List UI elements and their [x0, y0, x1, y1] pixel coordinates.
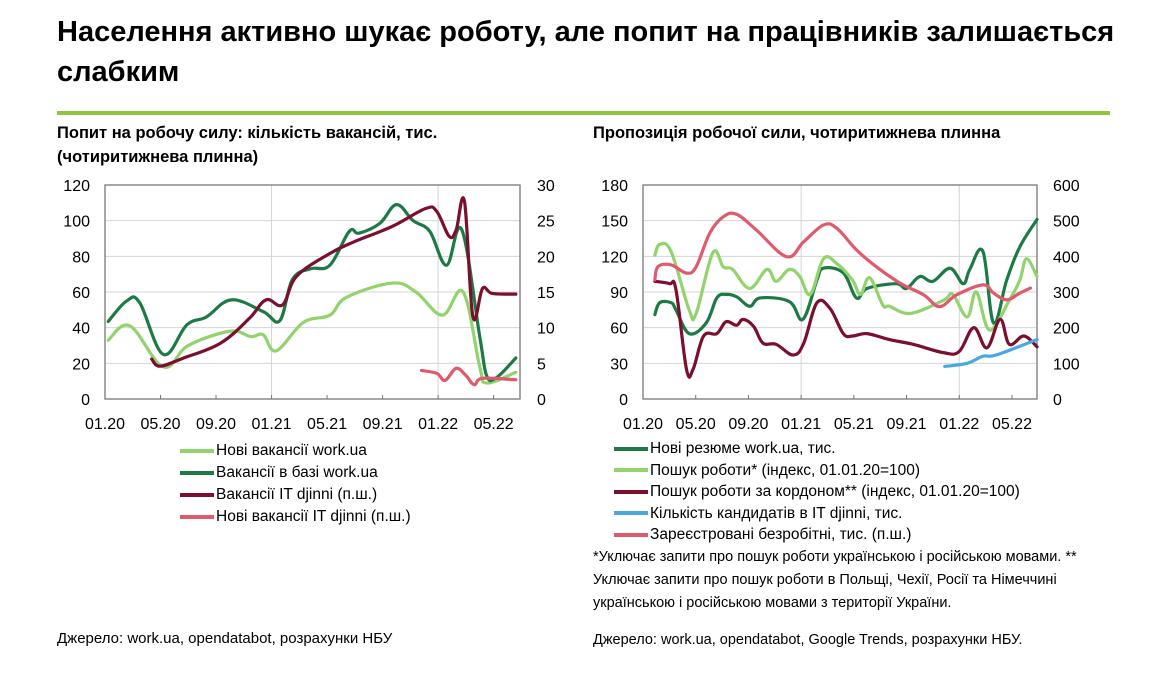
legend-swatch [180, 471, 214, 475]
y-tick-label-right: 200 [1053, 321, 1080, 338]
x-tick-label: 01.22 [418, 416, 458, 433]
legend-item: Вакансії IT djinni (п.ш.) [180, 484, 411, 506]
legend-label: Нові вакансії IT djinni (п.ш.) [216, 508, 411, 525]
source-right: Джерело: work.ua, opendatabot, Google Tr… [593, 632, 1023, 648]
legend-swatch [614, 468, 648, 473]
legend-item: Кількість кандидатів в IT djinni, тис. [614, 503, 1020, 525]
legend-item: Вакансії в базі work.ua [180, 462, 411, 484]
right-chart-title: Пропозиція робочої сили, чотиритижнева п… [593, 124, 1001, 142]
y-tick-label-right: 30 [537, 178, 555, 195]
x-tick-label: 05.20 [676, 416, 716, 433]
series-line-1 [653, 217, 1039, 336]
y-tick-label-right: 300 [1053, 285, 1080, 302]
legend-swatch [180, 515, 214, 519]
legend-label: Вакансії в базі work.ua [216, 464, 378, 481]
y-tick-label-right: 25 [537, 214, 555, 231]
y-tick-label-right: 600 [1053, 178, 1080, 195]
legend-swatch [614, 532, 648, 537]
x-tick-label: 01.21 [252, 416, 292, 433]
y-tick-label-right: 10 [537, 321, 555, 338]
y-tick-label-right: 500 [1053, 214, 1080, 231]
legend-swatch [180, 493, 214, 497]
x-tick-label: 09.21 [887, 416, 927, 433]
y-tick-label-left: 150 [601, 214, 628, 231]
title-divider [57, 111, 1110, 115]
series-line-4 [943, 337, 1039, 369]
legend-label: Пошук роботи за кордоном** (індекс, 01.0… [650, 483, 1020, 500]
y-tick-label-right: 5 [537, 356, 546, 373]
x-tick-label: 05.22 [992, 416, 1032, 433]
series-line-1 [106, 281, 518, 385]
x-tick-label: 01.22 [939, 416, 979, 433]
source-left: Джерело: work.ua, opendatabot, розрахунк… [57, 630, 393, 647]
legend-swatch [614, 511, 648, 516]
y-tick-label-left: 30 [610, 356, 628, 373]
y-tick-label-left: 90 [610, 285, 628, 302]
y-tick-label-left: 100 [63, 214, 90, 231]
plot-frame [104, 184, 521, 400]
left-chart-title: Попит на робочу силу: кількість вакансій… [57, 124, 438, 166]
plot-frame [642, 184, 1038, 400]
legend-item: Нові вакансії IT djinni (п.ш.) [180, 506, 411, 528]
y-tick-label-right: 0 [537, 392, 546, 409]
page-title: Населення активно шукає роботу, але попи… [57, 16, 1115, 88]
y-tick-label-right: 400 [1053, 249, 1080, 266]
legend-item: Нові вакансії work.ua [180, 440, 411, 462]
y-tick-label-left: 120 [601, 249, 628, 266]
legend-label: Зареєстровані безробітні, тис. (п.ш.) [650, 526, 912, 543]
x-tick-label: 09.20 [728, 416, 768, 433]
y-tick-label-left: 0 [81, 392, 90, 409]
legend-item: Пошук роботи за кордоном** (індекс, 01.0… [614, 481, 1020, 503]
y-tick-label-right: 15 [537, 285, 555, 302]
legend-label: Вакансії IT djinni (п.ш.) [216, 486, 378, 503]
legend-item: Зареєстровані безробітні, тис. (п.ш.) [614, 524, 1020, 546]
series-line-2 [653, 241, 1039, 332]
y-tick-label-right: 100 [1053, 356, 1080, 373]
series-line-4 [419, 366, 518, 387]
y-tick-label-left: 40 [72, 321, 90, 338]
footnote: *Уключає запити про пошук роботи українс… [593, 549, 1077, 611]
y-tick-label-left: 60 [610, 321, 628, 338]
legend-label: Нові вакансії work.ua [216, 442, 367, 459]
legend-swatch [614, 446, 648, 451]
x-tick-label: 01.20 [623, 416, 663, 433]
x-tick-label: 01.21 [781, 416, 821, 433]
x-tick-label: 05.22 [474, 416, 514, 433]
right-legend: Нові резюме work.ua, тис. Пошук роботи* (… [614, 438, 1020, 546]
y-tick-label-left: 120 [63, 178, 90, 195]
x-tick-label: 05.20 [140, 416, 180, 433]
legend-label: Нові резюме work.ua, тис. [650, 440, 836, 457]
x-tick-label: 09.20 [196, 416, 236, 433]
x-tick-label: 05.21 [834, 416, 874, 433]
x-tick-label: 05.21 [307, 416, 347, 433]
series-line-3 [150, 196, 518, 368]
legend-swatch [614, 489, 648, 494]
x-tick-label: 01.20 [85, 416, 125, 433]
series-line-3 [653, 279, 1039, 379]
y-tick-label-left: 80 [72, 249, 90, 266]
x-tick-label: 09.21 [363, 416, 403, 433]
left-legend: Нові вакансії work.ua Вакансії в базі wor… [180, 440, 411, 528]
y-tick-label-left: 20 [72, 356, 90, 373]
legend-item: Пошук роботи* (індекс, 01.01.20=100) [614, 460, 1020, 482]
legend-swatch [180, 449, 214, 453]
y-tick-label-right: 0 [1053, 392, 1062, 409]
legend-item: Нові резюме work.ua, тис. [614, 438, 1020, 460]
legend-label: Пошук роботи* (індекс, 01.01.20=100) [650, 461, 921, 479]
y-tick-label-left: 60 [72, 285, 90, 302]
legend-label: Кількість кандидатів в IT djinni, тис. [650, 504, 903, 522]
y-tick-label-left: 0 [619, 392, 628, 409]
y-tick-label-right: 20 [537, 249, 555, 266]
y-tick-label-left: 180 [601, 178, 628, 195]
series-line-5 [653, 211, 1033, 309]
